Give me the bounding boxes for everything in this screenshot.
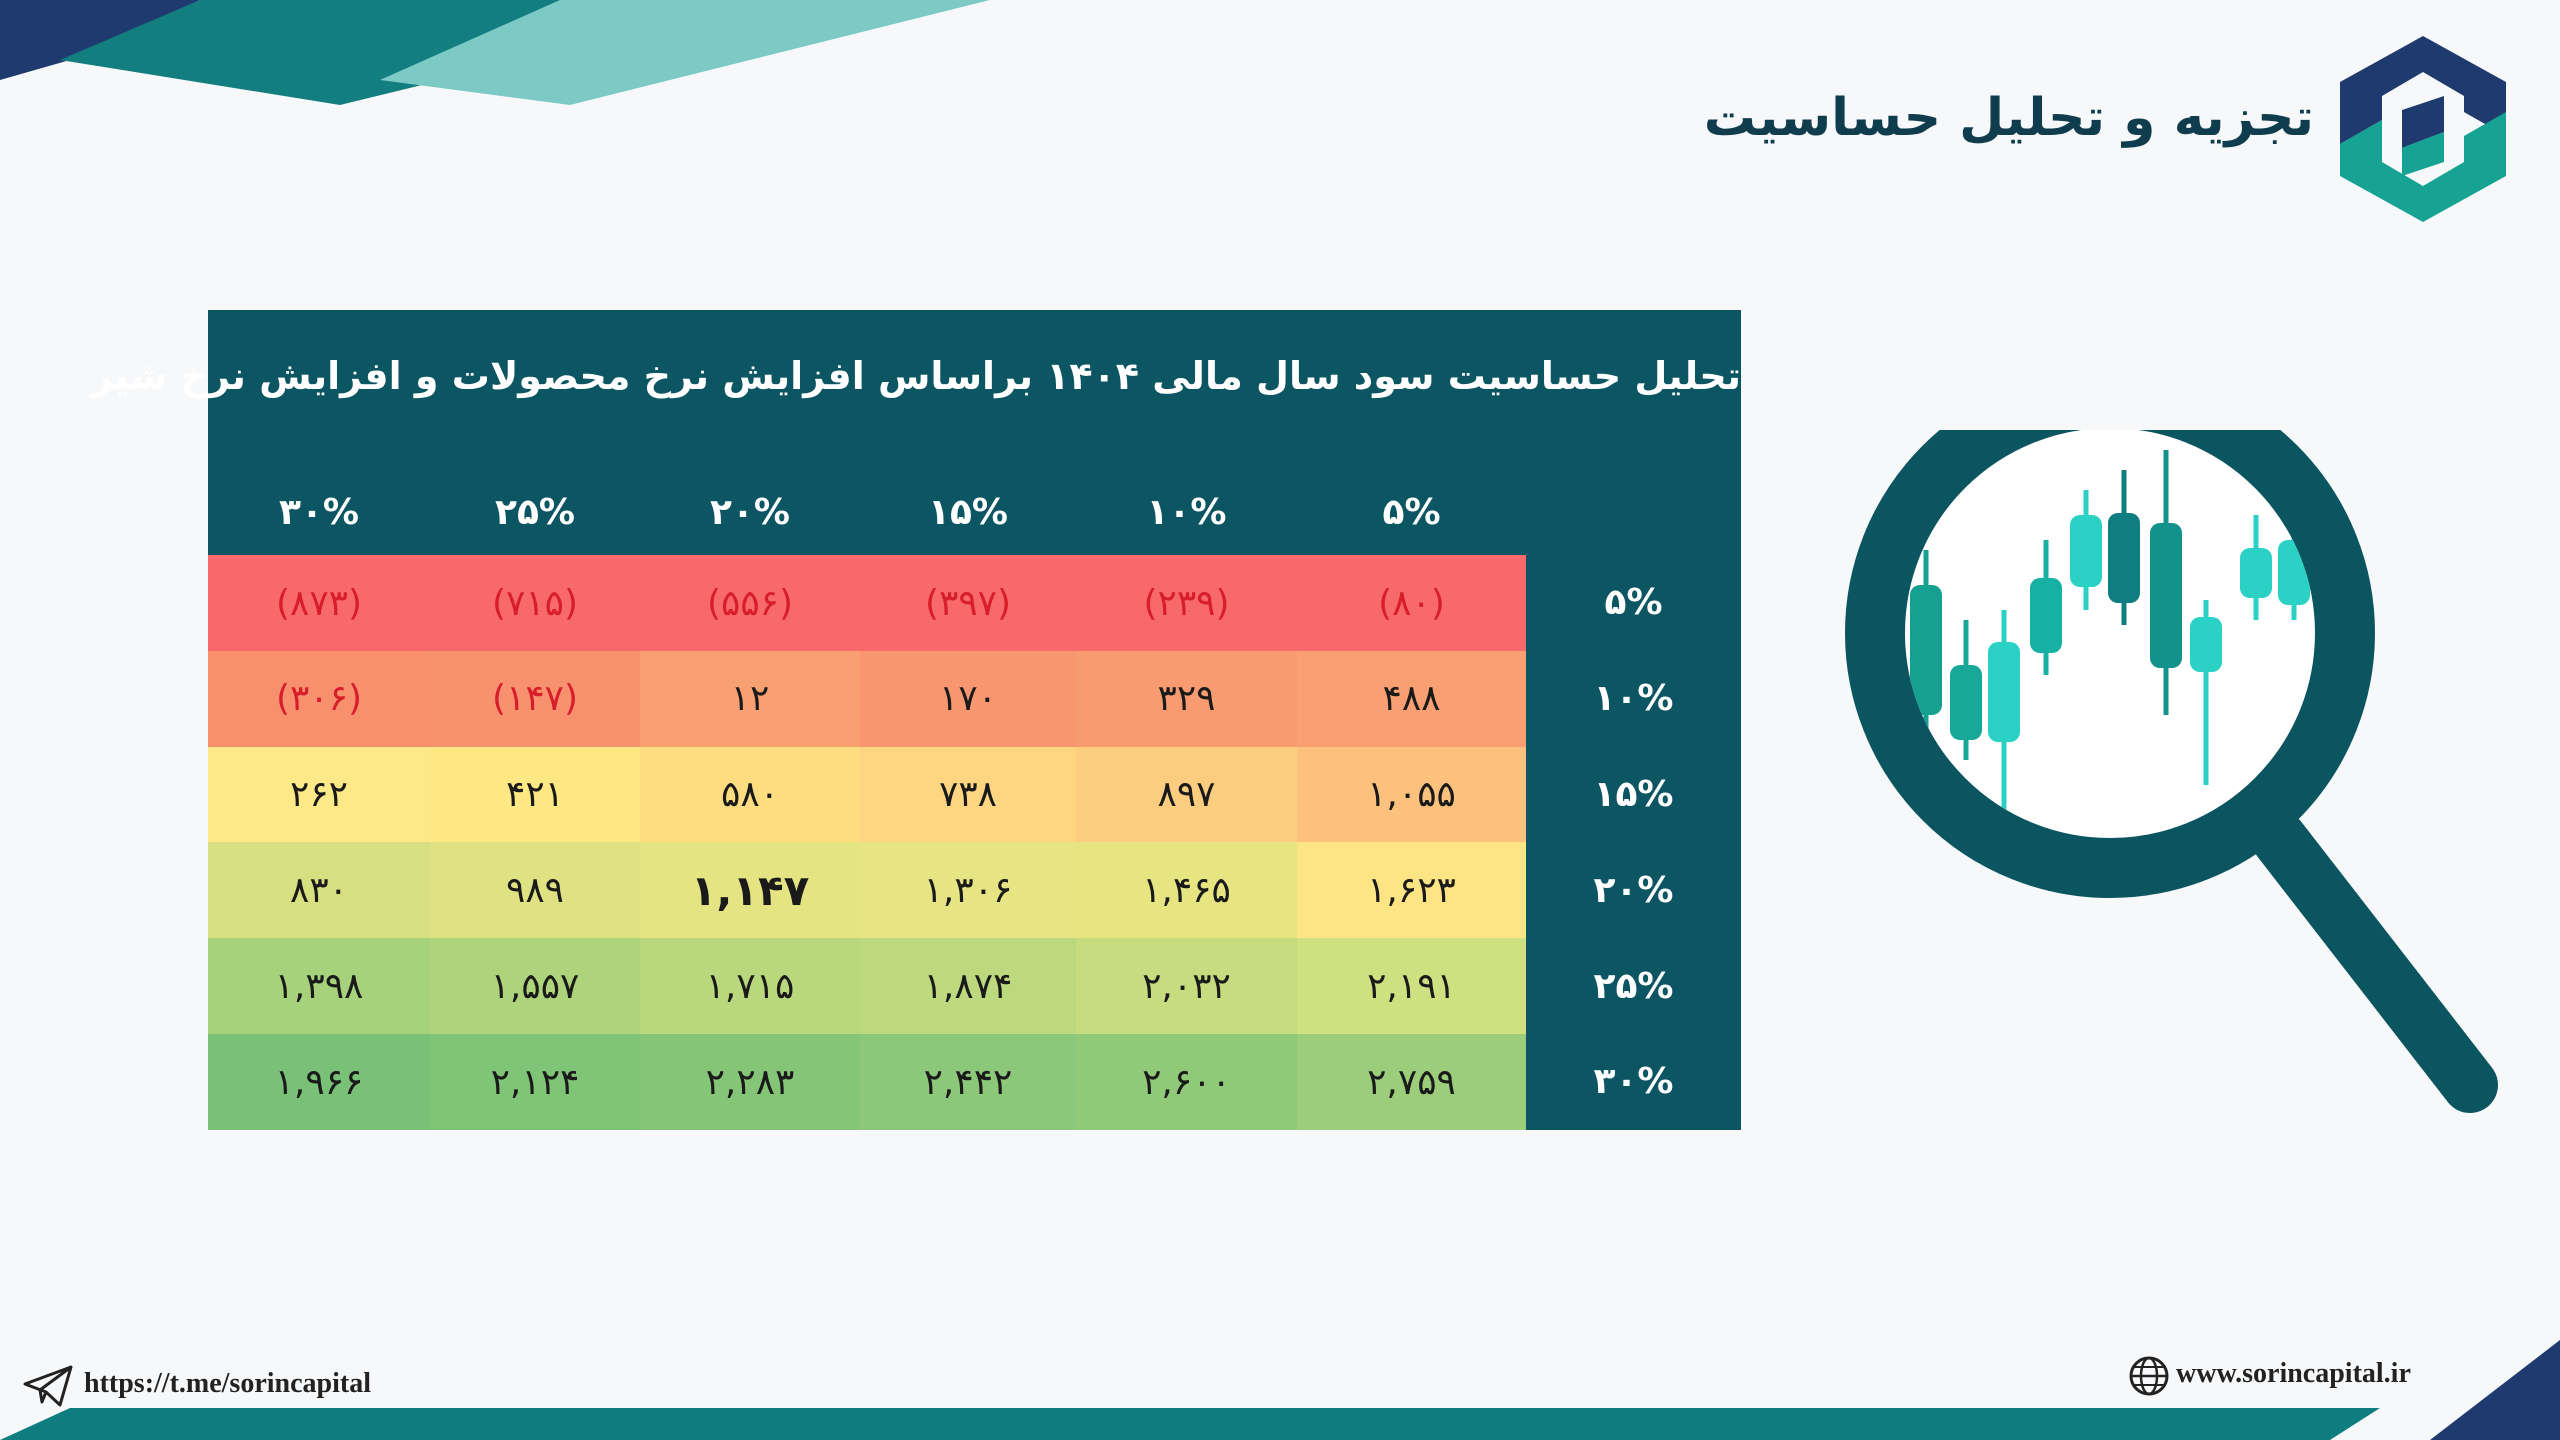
table-cell: (۳۹۷) <box>860 555 1076 652</box>
table-cell: ۹۸۹ <box>430 842 640 939</box>
table-cell: ۲,۱۹۱ <box>1297 938 1526 1035</box>
row-header: ۲۵% <box>1593 965 1674 1007</box>
table-cell: ۱,۳۰۶ <box>860 842 1076 939</box>
sensitivity-table: تحلیل حساسیت سود سال مالی ۱۴۰۴ براساس اف… <box>90 310 1741 1131</box>
table-cell: (۱۴۷) <box>430 650 640 748</box>
table-cell: ۱۷۰ <box>860 650 1076 748</box>
table-cell: ۲,۰۳۲ <box>1076 938 1297 1035</box>
table-cell: ۴۲۱ <box>430 746 640 843</box>
column-header: ۲۵% <box>494 492 575 533</box>
column-header: ۵% <box>1382 492 1441 533</box>
column-header: ۱۰% <box>1146 492 1227 533</box>
sorin-capital-logo <box>2340 36 2506 222</box>
table-cell: ۸۳۰ <box>208 842 430 939</box>
table-cell: ۵۸۰ <box>640 746 860 843</box>
table-cell: (۲۳۹) <box>1076 555 1297 652</box>
table-cell: ۲,۱۲۴ <box>430 1034 640 1131</box>
table-cell: ۱,۵۵۷ <box>430 938 640 1035</box>
table-cell: ۷۳۸ <box>860 746 1076 843</box>
row-header: ۱۵% <box>1593 773 1674 815</box>
table-cell: (۸۷۳) <box>208 555 430 652</box>
table-cell: ۱,۸۷۴ <box>860 938 1076 1035</box>
table-cell: ۱,۶۲۳ <box>1297 842 1526 939</box>
table-cell: ۲,۶۰۰ <box>1076 1034 1297 1131</box>
table-cell: (۸۰) <box>1297 555 1526 652</box>
globe-icon <box>2129 1356 2169 1396</box>
page-title: تجزیه و تحلیل حساسیت <box>1703 88 2314 148</box>
table-title: تحلیل حساسیت سود سال مالی ۱۴۰۴ براساس اف… <box>90 354 1741 398</box>
table-cell: ۱,۰۵۵ <box>1297 746 1526 843</box>
table-cell: ۲,۲۸۳ <box>640 1034 860 1131</box>
table-cell: ۲۶۲ <box>208 746 430 843</box>
table-cell: ۳۲۹ <box>1076 650 1297 748</box>
row-header: ۲۰% <box>1593 869 1674 911</box>
table-cell: ۲,۴۴۲ <box>860 1034 1076 1131</box>
column-header: ۱۵% <box>927 492 1008 533</box>
table-cell: (۳۰۶) <box>208 650 430 748</box>
table-cell: (۷۱۵) <box>430 555 640 652</box>
table-cell: ۱,۹۶۶ <box>208 1034 430 1131</box>
row-header: ۱۰% <box>1593 678 1674 720</box>
table-cell: (۵۵۶) <box>640 555 860 652</box>
row-header: ۳۰% <box>1593 1061 1674 1103</box>
website-link[interactable]: www.sorincapital.ir <box>2176 1358 2411 1389</box>
table-cell: ۴۸۸ <box>1297 650 1526 748</box>
telegram-link[interactable]: https://t.me/sorincapital <box>84 1368 371 1399</box>
magnifier-candlestick-icon <box>1845 430 2498 1113</box>
table-cell: ۱,۳۹۸ <box>208 938 430 1035</box>
table-cell: ۱,۴۶۵ <box>1076 842 1297 939</box>
column-header: ۲۰% <box>709 492 790 533</box>
table-grid: ۵% ۱۰% ۱۵% ۲۰% ۲۵% ۳۰% ۵% (۸۰) (۲۳۹) (۳۹۷) (۵۵۶) (۷… <box>208 310 1741 1131</box>
table-cell: ۸۹۷ <box>1076 746 1297 843</box>
row-header: ۵% <box>1604 582 1663 624</box>
column-header: ۳۰% <box>278 492 359 533</box>
table-cell: ۲,۷۵۹ <box>1297 1034 1526 1131</box>
table-cell: ۱۲ <box>640 650 860 748</box>
telegram-icon <box>23 1365 73 1407</box>
table-cell: ۱,۷۱۵ <box>640 938 860 1035</box>
table-cell: ۱,۱۴۷ <box>640 842 860 939</box>
